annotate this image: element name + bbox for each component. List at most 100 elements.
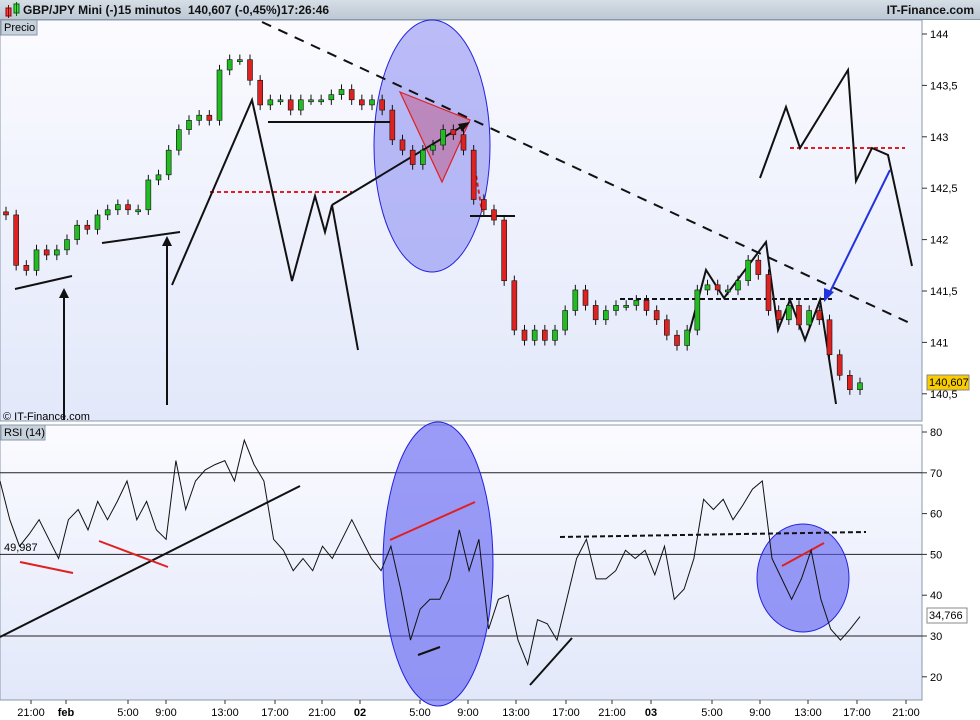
timeframe[interactable]: 15 minutos [118, 3, 182, 17]
rsi-tick-label: 40 [930, 590, 942, 602]
candle-body [623, 305, 629, 308]
candle-body [94, 214, 101, 230]
candle-body [186, 120, 192, 130]
time-tick-label: 9:00 [155, 707, 176, 719]
candle-body [440, 129, 446, 146]
candle-body [33, 249, 40, 271]
rsi-trendline[interactable] [417, 646, 441, 656]
candle-body [328, 94, 335, 101]
time-tick-label: 21:00 [892, 707, 920, 719]
candle-body [450, 129, 457, 136]
projection-drawing[interactable] [759, 66, 913, 267]
triangle-drawing[interactable] [398, 90, 471, 184]
price-tick-label: 142 [930, 235, 948, 247]
candle-body [674, 334, 680, 346]
time-tick-label: 13:00 [502, 707, 530, 719]
candle-body [125, 204, 131, 211]
price-tick-label: 142,5 [930, 183, 958, 195]
time-tick-label: 21:00 [17, 707, 45, 719]
candle-body [359, 99, 365, 106]
rsi-trendline[interactable] [529, 637, 573, 686]
candle-body [684, 329, 690, 346]
candle-body [704, 284, 711, 291]
downtrend-line[interactable] [261, 21, 915, 326]
candle-body [176, 129, 182, 151]
candle-body [491, 209, 497, 221]
candle-body [633, 299, 640, 306]
quote: 140,607 (-0,45%) [188, 3, 281, 17]
candle-body [501, 219, 507, 282]
candle-body [542, 329, 548, 341]
support-line[interactable] [101, 231, 181, 244]
candle-body [531, 329, 538, 341]
candle-body [43, 249, 50, 256]
time-tick-label: 21:00 [598, 707, 626, 719]
candle-body [13, 214, 19, 266]
candle-body [725, 289, 731, 293]
candle-body [511, 280, 518, 331]
rsi-divergence-line[interactable] [389, 501, 476, 541]
candle-body [572, 289, 579, 311]
price-tick-label: 143 [930, 132, 948, 144]
price-label-box [0, 19, 38, 36]
candle-body [603, 310, 609, 321]
rsi-trendline[interactable] [0, 485, 301, 638]
rsi-divergence-line[interactable] [98, 540, 169, 568]
rsi-annotations[interactable] [0, 421, 867, 707]
candle-body [664, 319, 670, 336]
candle-body [277, 99, 284, 103]
price-tick-label: 141 [930, 337, 948, 349]
last-price: 140,607 [929, 377, 969, 389]
arrow-head-icon [458, 122, 470, 132]
brand[interactable]: IT-Finance.com [886, 3, 974, 17]
candle-body [135, 209, 141, 213]
candle-body [552, 329, 558, 341]
candle-body [226, 59, 233, 71]
rsi-divergence-line[interactable] [19, 561, 74, 574]
time-tick-label: 9:00 [457, 707, 478, 719]
candle-body [694, 289, 701, 331]
highlight-ellipse[interactable] [382, 421, 494, 707]
time-tick-label: 5:00 [117, 707, 138, 719]
candle-body [806, 310, 812, 326]
rsi-divergence-line[interactable] [781, 542, 825, 567]
rsi-tick-label: 80 [930, 427, 942, 439]
time-tick-label: 21:00 [308, 707, 336, 719]
candle-body [216, 69, 223, 121]
candle-body [145, 179, 152, 211]
candle-body [399, 139, 406, 151]
candle-body [338, 89, 345, 95]
blue-arrow-head-icon [824, 288, 834, 302]
candle-body [775, 310, 782, 321]
candle-body [643, 299, 650, 311]
candle-body [104, 209, 111, 216]
time-tick-label: 13:00 [794, 707, 822, 719]
candle-body [369, 99, 375, 106]
candle-body [745, 259, 751, 282]
candle-body [64, 239, 70, 251]
candle-body [796, 305, 802, 326]
blue-arrow-line[interactable] [827, 169, 891, 297]
candle-body [23, 264, 30, 271]
candle-body [348, 89, 355, 101]
pattern-drawing[interactable] [685, 239, 837, 405]
candle-body [430, 144, 436, 151]
candle-body [318, 99, 324, 103]
candle-body [196, 114, 202, 121]
candle-body [115, 204, 121, 211]
candle-body [714, 284, 721, 291]
rsi-resistance-line[interactable] [559, 531, 867, 538]
candle-body [3, 211, 9, 216]
support-line[interactable] [14, 275, 73, 290]
candle-body [165, 149, 172, 176]
time-tick-label: 5:00 [701, 707, 722, 719]
candle-body [755, 259, 762, 275]
chart-header: GBP/JPY Mini (-) 15 minutos 140,607 (-0,… [0, 0, 980, 20]
time-axis: 21:00 feb 5:00 9:00 13:00 17:00 21:00 02 5:00 9:0… [17, 700, 920, 719]
candle-body [765, 274, 772, 311]
candlestick-icon [4, 2, 22, 21]
highlight-ellipse[interactable] [756, 523, 850, 633]
candle-body [786, 305, 792, 321]
candle-body [308, 99, 314, 103]
